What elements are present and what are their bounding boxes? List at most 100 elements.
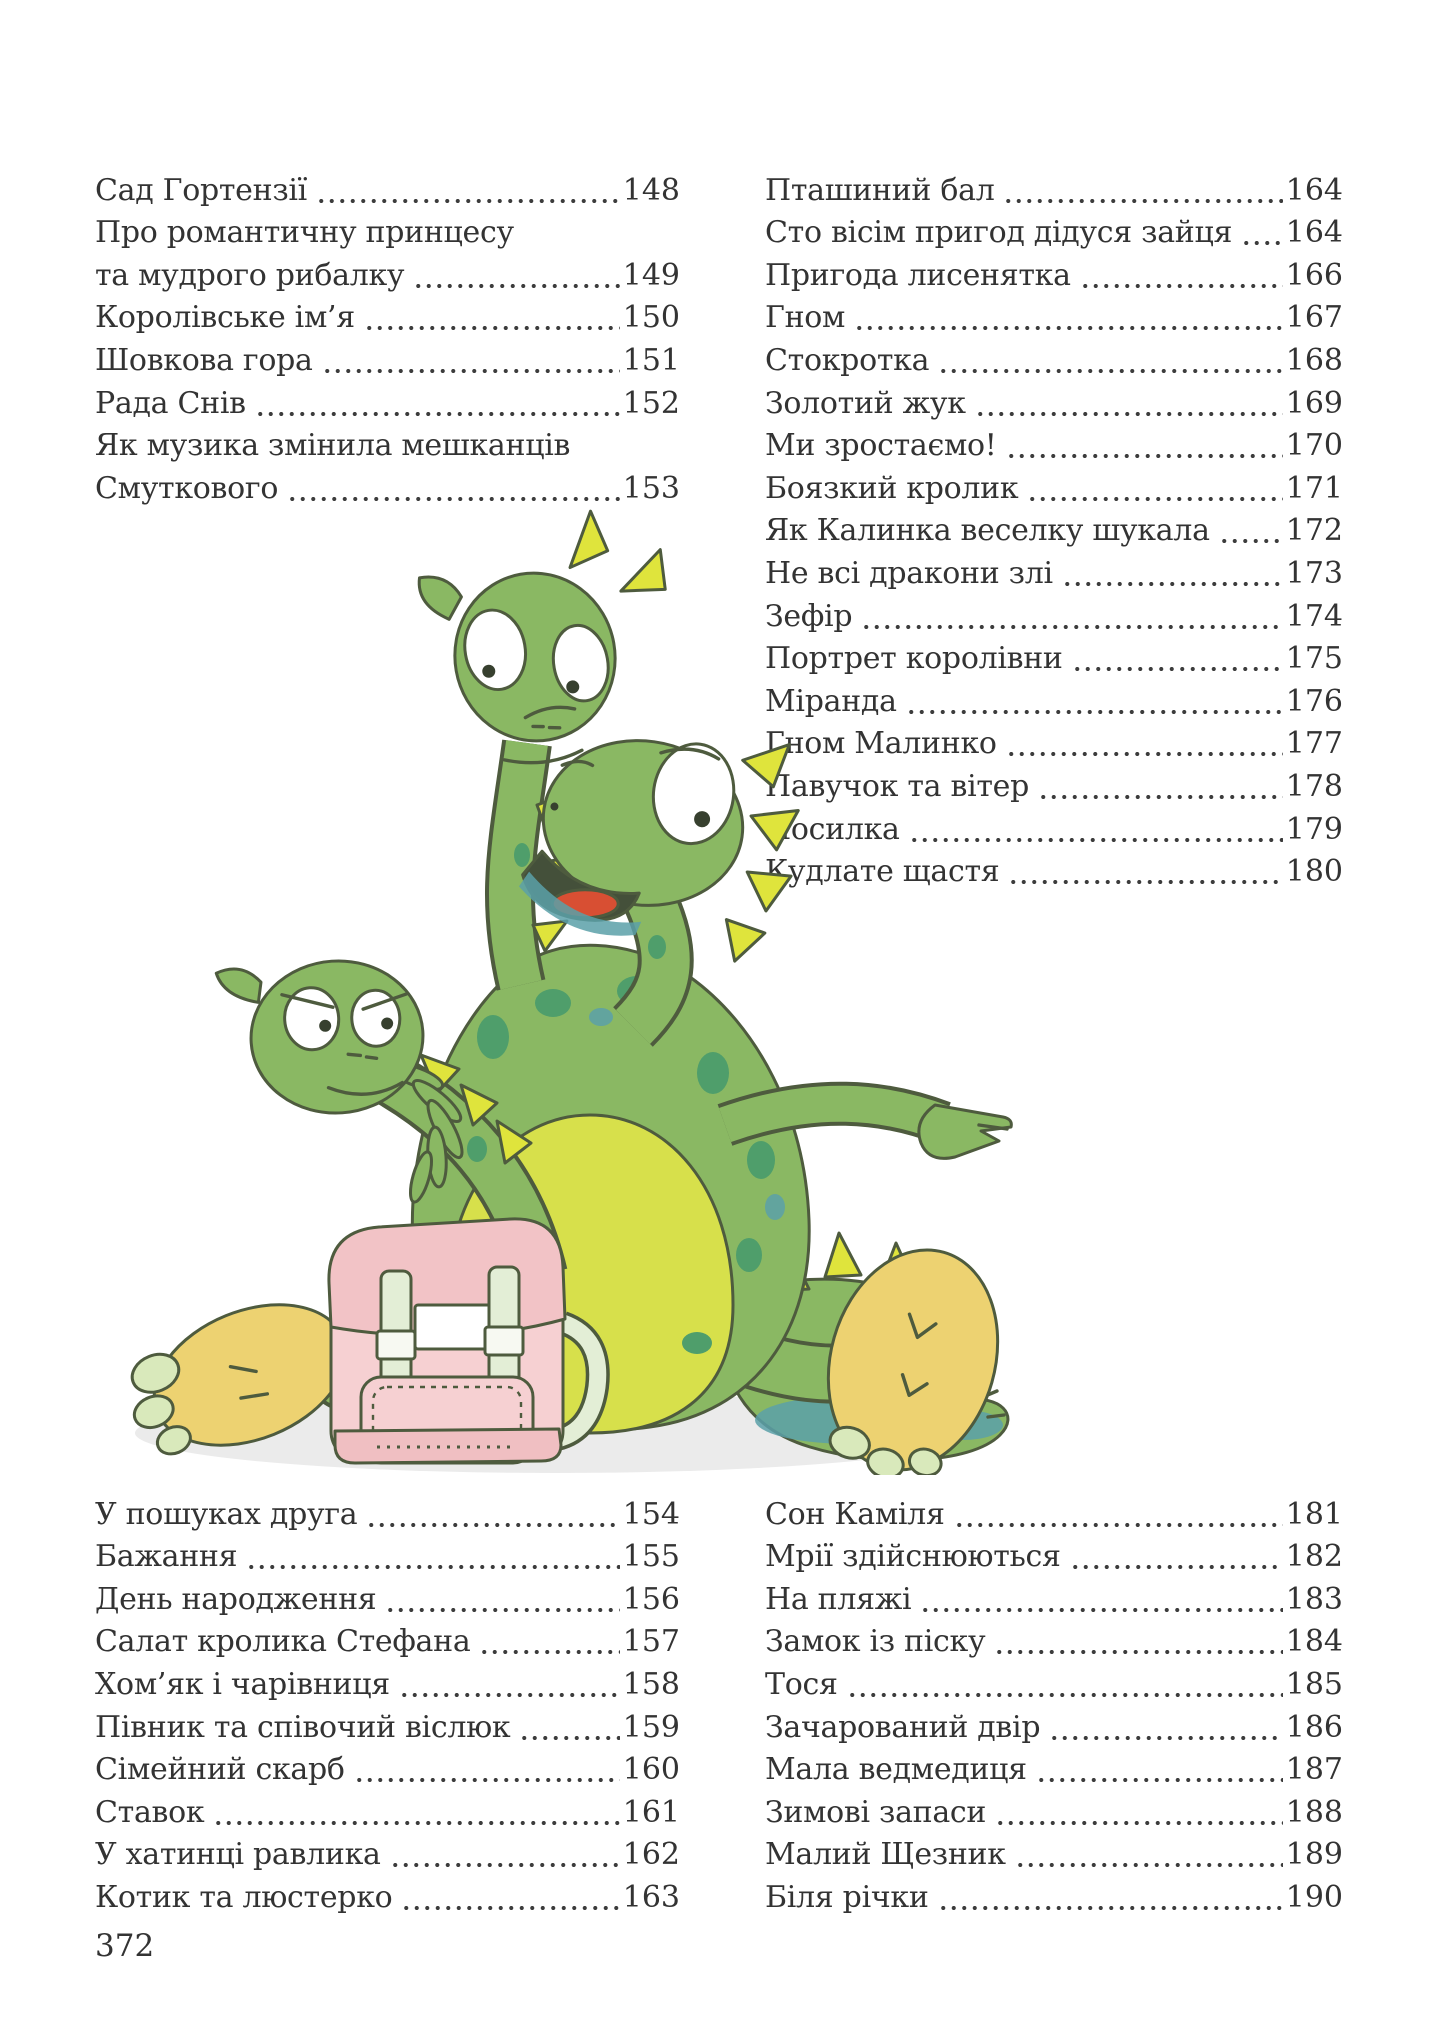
toc-entry-page: 183 xyxy=(1285,1581,1343,1617)
toc-entry-page: 164 xyxy=(1285,215,1343,251)
toc-entry-title: Як музика змінила мешканців xyxy=(95,428,571,464)
toc-line: Гном Малинко 177 xyxy=(765,722,1343,765)
dot-leader xyxy=(1069,1561,1283,1578)
dot-leader xyxy=(1071,663,1283,680)
toc-entry-title: Салат кролика Стефана xyxy=(95,1624,471,1660)
toc-entry-title: Рада Снів xyxy=(95,385,246,421)
toc-line: Малий Щезник 189 xyxy=(765,1833,1343,1876)
dot-leader xyxy=(1038,790,1283,807)
toc-entry-page: 163 xyxy=(622,1879,680,1915)
dot-leader xyxy=(1035,1774,1283,1791)
dot-leader xyxy=(366,1518,620,1535)
toc-entry-title: Боязкий кролик xyxy=(765,470,1019,506)
dot-leader xyxy=(1049,1731,1283,1748)
toc-entry-page: 155 xyxy=(622,1539,680,1575)
toc-entry-title: Малий Щезник xyxy=(765,1837,1006,1873)
toc-entry: Мрії здійснюються 182 xyxy=(765,1535,1343,1578)
toc-line: Не всі дракони злі 173 xyxy=(765,551,1343,594)
toc-entry: Міранда 176 xyxy=(765,679,1343,722)
toc-line: Кудлате щастя 180 xyxy=(765,850,1343,893)
toc-entry-title: Стокротка xyxy=(765,342,930,378)
toc-entry-page: 190 xyxy=(1285,1879,1343,1915)
toc-line: Гном 167 xyxy=(765,296,1343,339)
toc-entry: Пригода лисенятка 166 xyxy=(765,253,1343,296)
toc-line: Золотий жук 169 xyxy=(765,381,1343,424)
toc-entry: Півник та співочий віслюк 159 xyxy=(95,1705,680,1748)
toc-line: Міранда 176 xyxy=(765,679,1343,722)
toc-entry-title: Пригода лисенятка xyxy=(765,257,1071,293)
toc-entry: Сто вісім пригод дідуся зайця 164 xyxy=(765,211,1343,254)
toc-entry-page: 173 xyxy=(1285,555,1343,591)
toc-entry: Гном 167 xyxy=(765,296,1343,339)
toc-entry-page: 186 xyxy=(1285,1709,1343,1745)
left-foot xyxy=(130,1303,348,1456)
dot-leader xyxy=(995,1816,1283,1833)
toc-entry-page: 156 xyxy=(622,1581,680,1617)
toc-entry: Кудлате щастя 180 xyxy=(765,850,1343,893)
toc-entry-title: Як Калинка веселку шукала xyxy=(765,513,1210,549)
dot-leader xyxy=(479,1646,620,1663)
toc-entry-page: 160 xyxy=(622,1752,680,1788)
toc-line: У хатинці равлика 162 xyxy=(95,1833,680,1876)
toc-line: Котик та люстерко 163 xyxy=(95,1875,680,1918)
toc-line: Пригода лисенятка 166 xyxy=(765,253,1343,296)
dragon-head-top xyxy=(417,509,667,765)
toc-entry-title: Міранда xyxy=(765,683,897,719)
toc-entry-page: 151 xyxy=(622,342,680,378)
toc-entry: Салат кролика Стефана 157 xyxy=(95,1620,680,1663)
toc-line: Сімейний скарб 160 xyxy=(95,1748,680,1791)
toc-line: Тося 185 xyxy=(765,1662,1343,1705)
page-number: 372 xyxy=(95,1928,155,1964)
toc-entry-title: Біля річки xyxy=(765,1879,929,1915)
toc-entry: Бажання 155 xyxy=(95,1535,680,1578)
toc-entry: Сон Каміля 181 xyxy=(765,1492,1343,1535)
toc-entry-page: 187 xyxy=(1285,1752,1343,1788)
toc-line: Сто вісім пригод дідуся зайця 164 xyxy=(765,211,1343,254)
toc-entry-title: Сон Каміля xyxy=(765,1496,945,1532)
dot-leader xyxy=(321,364,620,381)
toc-entry: Сад Гортензії 148 xyxy=(95,168,680,211)
toc-line: Стокротка 168 xyxy=(765,338,1343,381)
toc-entry: Як музика змінила мешканців Смуткового 153 xyxy=(95,424,680,509)
toc-line: Замок із піску 184 xyxy=(765,1620,1343,1663)
toc-entry: Портрет королівни 175 xyxy=(765,637,1343,680)
toc-line: На пляжі 183 xyxy=(765,1577,1343,1620)
toc-entry: Про романтичну принцесу та мудрого рибалк… xyxy=(95,211,680,296)
toc-line: Королівське ім’я 150 xyxy=(95,296,680,339)
toc-entry-page: 161 xyxy=(622,1794,680,1830)
dot-leader xyxy=(385,1603,620,1620)
toc-entry-page: 189 xyxy=(1285,1837,1343,1873)
toc-entry: Замок із піску 184 xyxy=(765,1620,1343,1663)
toc-entry-title: Шовкова гора xyxy=(95,342,313,378)
dot-leader xyxy=(213,1816,620,1833)
toc-entry-page: 148 xyxy=(622,172,680,208)
toc-line: Хом’як і чарівниця 158 xyxy=(95,1662,680,1705)
toc-line: Сад Гортензії 148 xyxy=(95,168,680,211)
toc-entry: У хатинці равлика 162 xyxy=(95,1833,680,1876)
toc-entry: Хом’як і чарівниця 158 xyxy=(95,1662,680,1705)
toc-line: Біля річки 190 xyxy=(765,1875,1343,1918)
toc-line: Мрії здійснюються 182 xyxy=(765,1535,1343,1578)
dot-leader xyxy=(1218,535,1283,552)
dot-leader xyxy=(937,1901,1283,1918)
toc-entry: Мала ведмедиця 187 xyxy=(765,1748,1343,1791)
toc-line: Шовкова гора 151 xyxy=(95,338,680,381)
toc-entry-page: 181 xyxy=(1285,1496,1343,1532)
dot-leader xyxy=(401,1901,620,1918)
toc-entry-page: 158 xyxy=(622,1666,680,1702)
dot-leader xyxy=(287,492,620,509)
toc-entry-page: 184 xyxy=(1285,1624,1343,1660)
toc-entry-title: Сто вісім пригод дідуся зайця xyxy=(765,215,1233,251)
toc-line: У пошуках друга 154 xyxy=(95,1492,680,1535)
toc-entry-page: 171 xyxy=(1285,470,1343,506)
toc-line: Пташиний бал 164 xyxy=(765,168,1343,211)
toc-line: Зимові запаси 188 xyxy=(765,1790,1343,1833)
toc-entry-title: Мрії здійснюються xyxy=(765,1539,1061,1575)
toc-entry-page: 180 xyxy=(1285,854,1343,890)
toc-entry-title: Смуткового xyxy=(95,470,279,506)
dot-leader xyxy=(1027,492,1283,509)
toc-entry-title: Сімейний скарб xyxy=(95,1752,345,1788)
toc-entry-title: Королівське ім’я xyxy=(95,300,355,336)
dot-leader xyxy=(861,620,1283,637)
